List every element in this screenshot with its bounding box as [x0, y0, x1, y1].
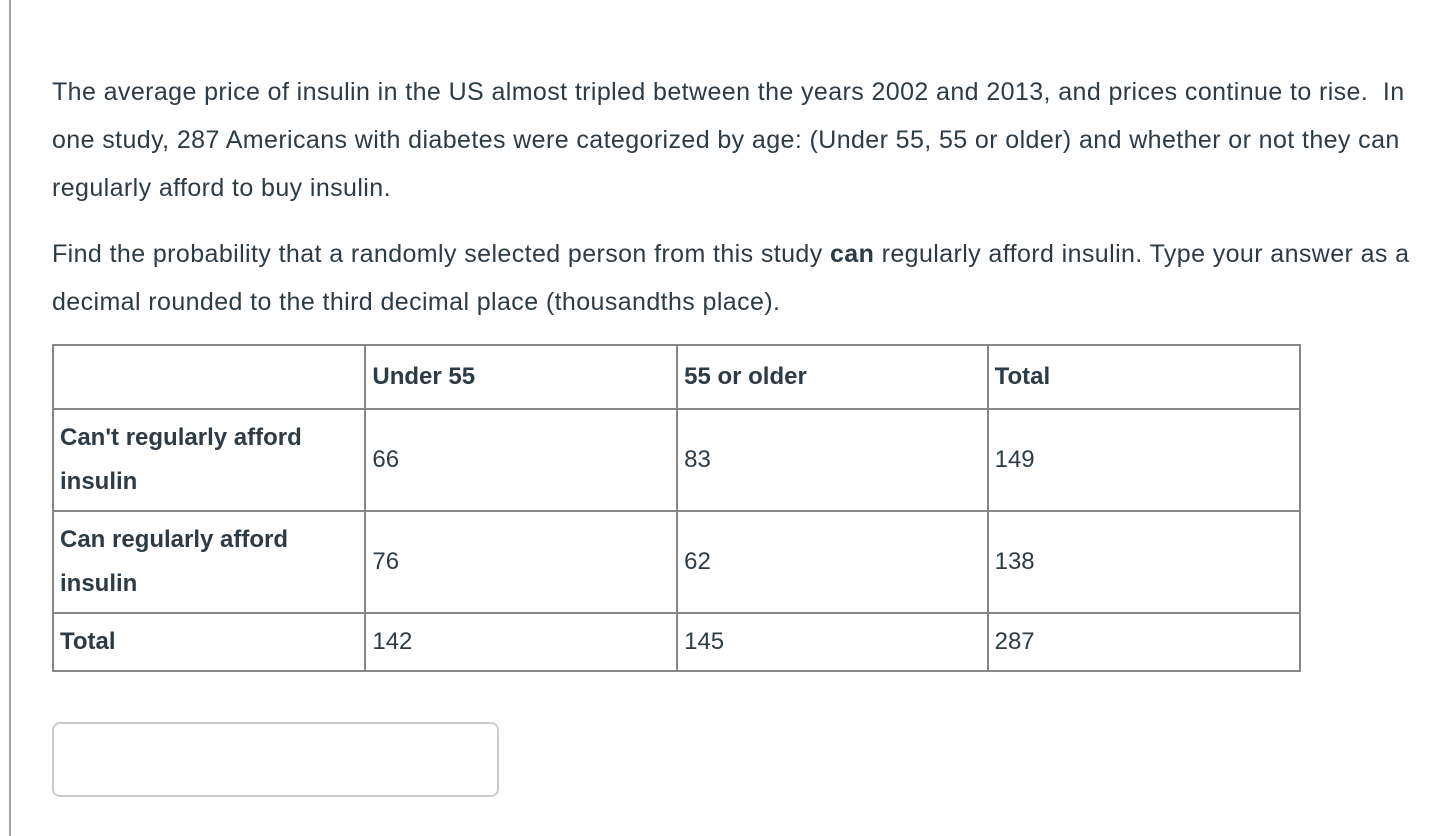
- prompt-text-suffix: regularly afford insulin. Type your answ…: [52, 240, 1417, 316]
- cell-cant-afford-total: 149: [986, 408, 1302, 512]
- table-header-blank: [51, 344, 367, 410]
- table-header-row: Under 55 55 or older Total: [51, 344, 1302, 410]
- row-label-total: Total: [51, 612, 367, 672]
- table-row-cant-afford: Can't regularly afford insulin 66 83 149: [51, 408, 1302, 512]
- cell-total-55-or-older: 145: [676, 612, 989, 672]
- cell-cant-afford-under-55: 66: [364, 408, 679, 512]
- cell-total-under-55: 142: [364, 612, 679, 672]
- question-paragraph-prompt: Find the probability that a randomly sel…: [52, 230, 1426, 326]
- prompt-text-prefix: Find the probability that a randomly sel…: [52, 240, 830, 268]
- cell-can-afford-total: 138: [986, 510, 1302, 614]
- table-header-under-55: Under 55: [364, 344, 679, 410]
- contingency-table: Under 55 55 or older Total Can't regular…: [51, 344, 1302, 672]
- row-label-can-afford: Can regularly afford insulin: [51, 510, 367, 614]
- table-row-total: Total 142 145 287: [51, 612, 1302, 672]
- answer-input[interactable]: [52, 722, 499, 797]
- content-left-border: [9, 0, 11, 836]
- cell-can-afford-55-or-older: 62: [676, 510, 989, 614]
- table-header-total: Total: [986, 344, 1302, 410]
- cell-can-afford-under-55: 76: [364, 510, 679, 614]
- question-paragraph-intro: The average price of insulin in the US a…: [52, 78, 1412, 202]
- table-header-55-or-older: 55 or older: [676, 344, 989, 410]
- table-row-can-afford: Can regularly afford insulin 76 62 138: [51, 510, 1302, 614]
- answer-area: [52, 722, 1426, 797]
- prompt-text-bold-can: can: [829, 240, 875, 268]
- cell-cant-afford-55-or-older: 83: [676, 408, 989, 512]
- row-label-cant-afford: Can't regularly afford insulin: [51, 408, 367, 512]
- quiz-question-body: The average price of insulin in the US a…: [51, 68, 1426, 797]
- cell-total-overall: 287: [986, 612, 1302, 672]
